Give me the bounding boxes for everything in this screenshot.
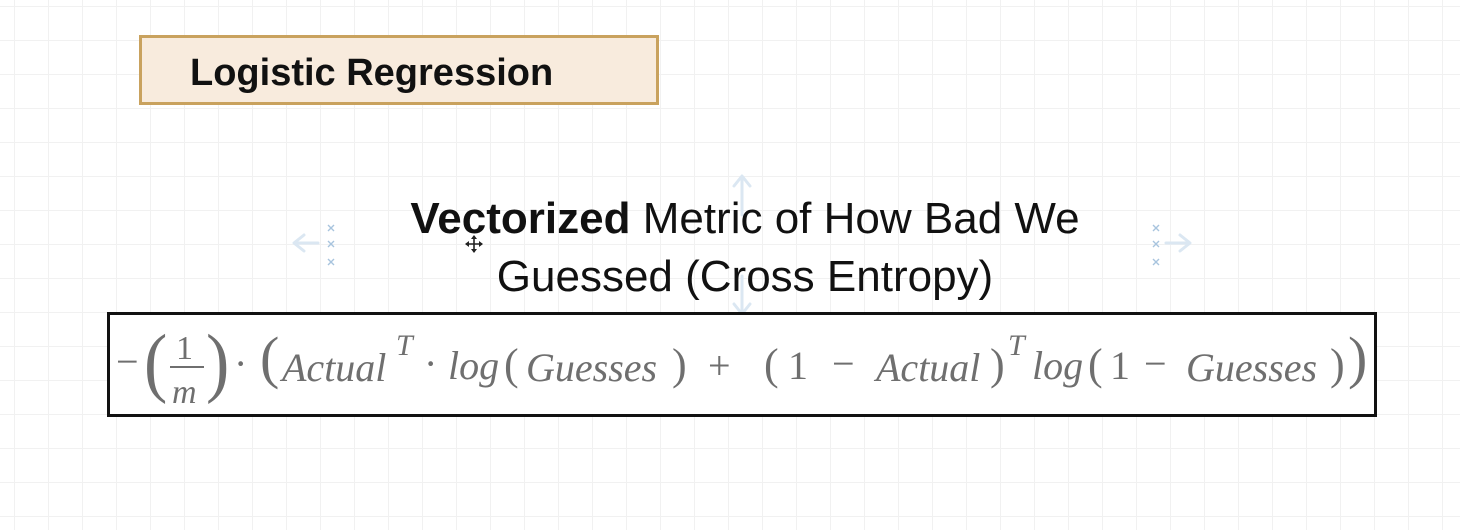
formula-paren-close-4: ) — [990, 340, 1005, 389]
formula-box[interactable]: − ( 1 m ) · ( Actual T · log ( Guesses )… — [107, 312, 1377, 417]
heading-text[interactable]: Vectorized Metric of How Bad We Guessed … — [340, 190, 1150, 306]
title-box[interactable]: Logistic Regression — [139, 35, 659, 105]
formula-paren-open-3: ( — [504, 340, 519, 389]
formula-denominator: m — [172, 374, 197, 411]
formula-actual-2: Actual — [873, 345, 980, 390]
drag-arrow-up-icon — [732, 174, 752, 217]
formula-transpose-1: T — [396, 329, 415, 362]
move-cursor-icon — [465, 235, 483, 253]
formula-paren-open-5: ( — [1088, 340, 1103, 389]
formula-paren-close-1: ) — [206, 319, 229, 405]
formula-one-2: 1 — [1110, 343, 1130, 388]
heading-bold-word: Vectorized — [410, 194, 631, 243]
formula-dot-2: · — [424, 341, 437, 386]
drag-arrow-right-icon — [1164, 233, 1192, 253]
resize-handles-right — [1152, 224, 1160, 266]
formula-paren-open-2: ( — [260, 325, 279, 390]
formula-paren-close-5: ) — [1330, 340, 1345, 389]
formula-dot-1: · — [234, 341, 247, 386]
formula-paren-close-2: ) — [1348, 325, 1367, 390]
heading-line-2: Guessed (Cross Entropy) — [496, 252, 994, 301]
formula-log-2: log — [1032, 343, 1083, 388]
heading-line-1-rest: Metric of How Bad We — [630, 194, 1080, 243]
formula-plus: + — [708, 343, 731, 388]
formula-guesses-1: Guesses — [526, 345, 657, 390]
formula-guesses-2: Guesses — [1186, 345, 1317, 390]
formula-one-1: 1 — [788, 343, 808, 388]
title-text: Logistic Regression — [190, 52, 554, 94]
formula-minus: − — [116, 339, 139, 384]
resize-handles-left — [327, 224, 335, 266]
formula-paren-open-1: ( — [144, 319, 167, 405]
heading-line-1: Vectorized Metric of How Bad We — [340, 190, 1150, 248]
formula-paren-open-4: ( — [764, 340, 779, 389]
formula-minus-3: − — [1144, 341, 1167, 386]
formula-transpose-2: T — [1008, 329, 1027, 362]
cross-entropy-formula: − ( 1 m ) · ( Actual T · log ( Guesses )… — [116, 319, 1367, 411]
formula-paren-close-3: ) — [672, 340, 687, 389]
formula-actual-1: Actual — [279, 345, 386, 390]
formula-minus-2: − — [832, 341, 855, 386]
drag-arrow-left-icon — [292, 233, 320, 253]
formula-numerator: 1 — [176, 330, 193, 367]
formula-log-1: log — [448, 343, 499, 388]
